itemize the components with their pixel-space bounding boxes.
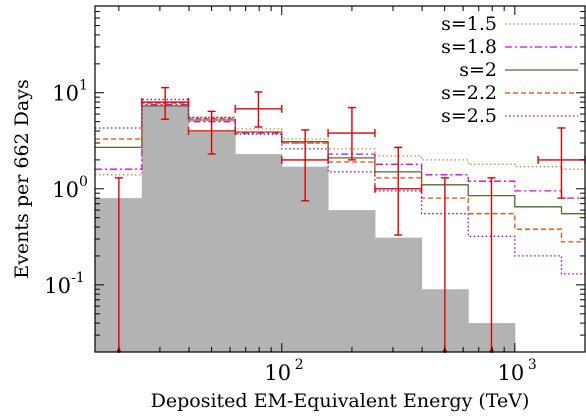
- background-bar: [141, 106, 190, 352]
- data-point: [327, 106, 376, 161]
- x-tick-label: 10: [497, 361, 524, 385]
- series-line-s-2-5: [95, 98, 585, 275]
- data-point: [141, 86, 190, 120]
- legend-entry: s=2: [459, 59, 578, 81]
- legend-label: s=2.5: [441, 105, 497, 127]
- legend-label: s=2.2: [441, 82, 497, 104]
- y-tick-label-exponent: 1: [79, 78, 88, 94]
- legend-label: s=1.5: [441, 13, 497, 35]
- legend-entry: s=2.5: [441, 105, 578, 127]
- background-bar: [328, 210, 376, 352]
- data-point: [187, 110, 236, 155]
- data-point: [234, 91, 283, 128]
- legend-entry: s=2.2: [441, 82, 578, 104]
- y-tick-label: 10: [52, 178, 79, 202]
- background-bar: [374, 237, 423, 352]
- x-tick-label-exponent: 2: [295, 357, 304, 373]
- y-tick-label-exponent: 0: [79, 174, 88, 190]
- data-point: [281, 129, 329, 202]
- y-tick-label: 10: [52, 82, 79, 106]
- y-axis-label: Events per 662 Days: [11, 79, 33, 278]
- x-tick-label-exponent: 3: [528, 357, 537, 373]
- legend-entry: s=1.5: [441, 13, 578, 35]
- y-tick-label: 10: [44, 274, 71, 298]
- data-point: [537, 127, 586, 199]
- data-points-layer: [114, 86, 586, 353]
- background-bar: [235, 154, 283, 352]
- data-point: [374, 146, 423, 236]
- plot-frame: [94, 5, 586, 353]
- legend: s=1.5s=1.8s=2s=2.2s=2.5: [441, 13, 578, 127]
- legend-entry: s=1.8: [441, 36, 578, 58]
- legend-label: s=2: [459, 59, 497, 81]
- x-tick-label: 10: [264, 361, 291, 385]
- x-axis-label: Deposited EM-Equivalent Energy (TeV): [151, 390, 530, 412]
- background-bar: [188, 132, 236, 352]
- legend-label: s=1.8: [441, 36, 497, 58]
- y-tick-label-exponent: -1: [71, 270, 85, 286]
- axis-ticks-layer: 10 2 10 310 -110 010 1: [44, 5, 586, 385]
